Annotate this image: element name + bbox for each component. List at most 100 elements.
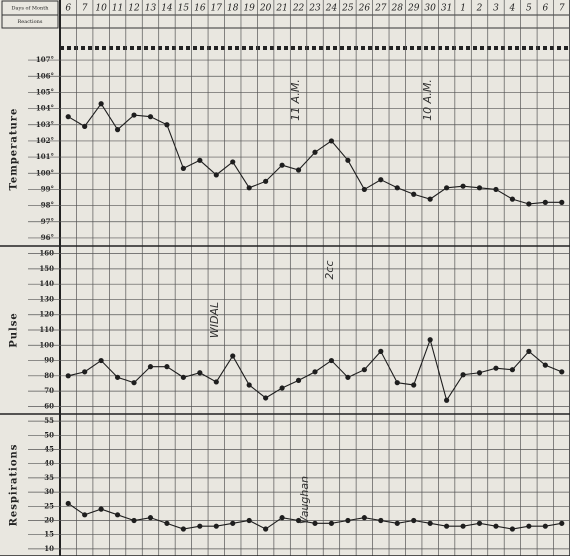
y-tick-label: 80 (44, 371, 54, 380)
handwritten-note: WIDAL (208, 302, 221, 338)
series-point (509, 367, 516, 373)
y-tick-label: 140 (39, 279, 54, 288)
day-label: 2 (476, 4, 483, 14)
day-label: 23 (308, 4, 321, 14)
series-point (114, 127, 121, 133)
y-tick-label: 20 (44, 516, 54, 525)
y-tick-label: 104° (36, 104, 54, 113)
y-tick-label: 30 (44, 487, 54, 496)
series-point (98, 506, 104, 512)
y-tick-label: 102° (36, 136, 54, 145)
series-point (230, 520, 236, 526)
day-label: 27 (374, 4, 387, 14)
panel-title: Respirations (9, 444, 20, 527)
series-point (526, 201, 532, 207)
y-tick-label: 100° (36, 168, 54, 177)
series-point (493, 186, 499, 193)
series-point (131, 112, 137, 118)
series-point (427, 337, 433, 343)
header-cell (1, 14, 59, 29)
series-point (197, 523, 203, 529)
series-point (361, 186, 367, 193)
y-tick-label: 70 (44, 386, 54, 395)
day-label: 29 (407, 4, 420, 14)
series-point (147, 114, 154, 120)
handwritten-note: 2cc (323, 260, 336, 279)
series-point (98, 357, 104, 364)
series-point (542, 523, 548, 529)
day-label: 1 (460, 4, 466, 14)
series-point (197, 157, 203, 163)
series-point (114, 512, 121, 518)
y-tick-label: 120 (39, 310, 54, 319)
handwritten-note: 11 A.M. (289, 79, 302, 121)
series-point (460, 183, 466, 189)
series-point (542, 199, 548, 205)
series-point (378, 177, 384, 183)
series-point (82, 369, 88, 375)
series-point (460, 523, 466, 529)
day-label: 30 (424, 4, 436, 14)
series-point (164, 520, 170, 526)
series-point (444, 397, 450, 403)
series-point (526, 348, 532, 354)
day-label: 17 (211, 4, 223, 14)
day-label: 22 (292, 4, 305, 14)
series-point (312, 149, 318, 155)
series-point (328, 357, 335, 364)
y-tick-label: 103° (36, 120, 54, 129)
series-point (295, 517, 302, 524)
day-label: 16 (194, 4, 206, 14)
series-point (230, 353, 236, 359)
y-tick-label: 97° (41, 217, 54, 226)
series-point (263, 395, 269, 401)
series-point (295, 167, 302, 173)
series-point (427, 520, 433, 526)
series-point (394, 380, 400, 386)
series-point (213, 379, 219, 385)
day-label: 14 (161, 4, 173, 14)
series-point (394, 520, 400, 526)
day-label: 10 (95, 4, 107, 14)
series-point (394, 185, 400, 191)
y-tick-label: 150 (39, 264, 54, 273)
series-point (476, 520, 483, 526)
series-point (131, 380, 137, 386)
series-point (246, 185, 252, 191)
y-tick-label: 107° (36, 55, 54, 64)
series-point (82, 123, 88, 129)
series-point (559, 369, 565, 375)
y-tick-label: 101° (36, 152, 54, 161)
day-label: 28 (391, 4, 404, 14)
day-label: 18 (227, 4, 239, 14)
y-tick-label: 35 (44, 473, 54, 482)
y-tick-label: 90 (44, 356, 54, 365)
y-tick-label: 106° (36, 71, 54, 80)
series-point (476, 185, 483, 191)
day-label: 11 (112, 4, 123, 14)
series-point (345, 157, 351, 163)
series-point (263, 178, 269, 184)
series-point (509, 196, 516, 202)
series-point (279, 515, 285, 521)
series-point (411, 382, 417, 388)
series-point (213, 172, 219, 178)
series-point (180, 165, 186, 171)
y-tick-label: 96° (41, 233, 54, 242)
series-point (444, 523, 450, 529)
y-tick-label: 130 (39, 294, 54, 303)
day-label: 4 (509, 4, 516, 14)
day-label: 7 (82, 4, 88, 14)
y-tick-label: 100 (39, 340, 54, 349)
series-point (279, 162, 285, 168)
y-tick-label: 40 (44, 459, 54, 468)
series-point (114, 374, 121, 380)
day-label: 13 (145, 4, 157, 14)
day-label: 25 (341, 4, 354, 14)
series-point (345, 517, 351, 524)
series-point (98, 101, 104, 107)
series-point (361, 367, 367, 373)
series-point (246, 517, 252, 524)
